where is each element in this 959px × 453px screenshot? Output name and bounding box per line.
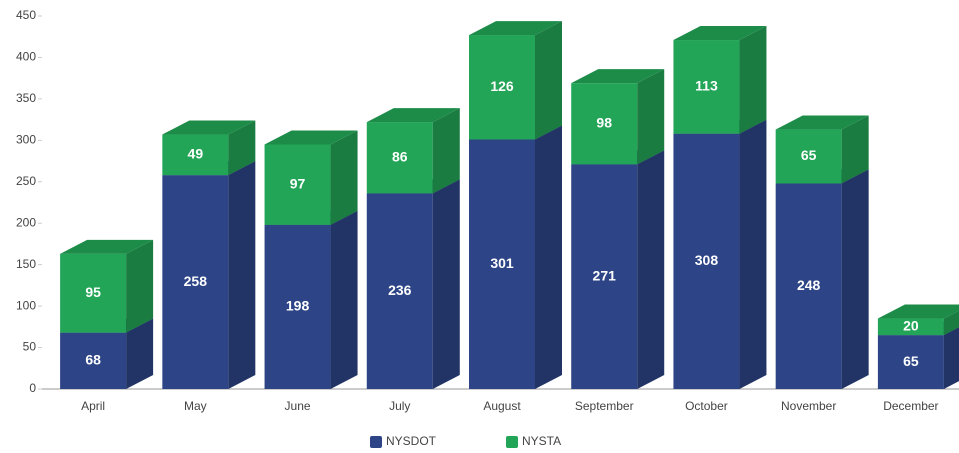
data-label: 308 — [695, 252, 719, 268]
data-label: 126 — [490, 78, 514, 94]
bar — [775, 129, 842, 184]
bar-side — [228, 161, 256, 389]
y-tick-label: 200 — [16, 215, 36, 229]
bar-side — [943, 327, 959, 389]
y-tick-label: 300 — [16, 133, 36, 147]
bar-side — [330, 210, 358, 389]
bar — [162, 134, 229, 176]
x-tick-label: November — [781, 399, 836, 413]
y-tick-label: 250 — [16, 174, 36, 188]
y-tick-label: 100 — [16, 298, 36, 312]
data-label: 258 — [184, 273, 208, 289]
bar-side — [535, 21, 562, 140]
bar — [877, 335, 944, 389]
legend: NYSDOT NYSTA — [370, 434, 561, 448]
legend-swatch — [506, 436, 518, 448]
bar — [469, 35, 535, 140]
data-label: 113 — [695, 78, 718, 94]
bar-top — [877, 304, 959, 319]
bar-top — [775, 115, 869, 130]
legend-label: NYSDOT — [386, 434, 437, 448]
bar-side — [126, 239, 154, 333]
data-label: 97 — [290, 175, 306, 191]
bar-top — [60, 239, 154, 254]
bar-side — [228, 120, 256, 176]
x-tick-label: May — [184, 399, 207, 413]
bar-side — [943, 310, 959, 336]
bar-side — [637, 69, 665, 165]
bar-side — [637, 150, 665, 389]
bar — [775, 183, 842, 389]
bar — [366, 193, 433, 389]
data-label: 65 — [801, 147, 817, 163]
y-tick-label: 350 — [16, 91, 36, 105]
data-label: 198 — [286, 298, 310, 314]
x-tick-label: August — [483, 399, 521, 413]
data-label: 236 — [388, 282, 412, 298]
y-tick-label: 0 — [29, 381, 36, 395]
bar — [366, 122, 433, 194]
bar-top — [469, 21, 562, 36]
bar — [571, 164, 638, 389]
data-label: 86 — [392, 148, 408, 164]
bar-side — [841, 169, 869, 389]
legend-label: NYSTA — [522, 434, 561, 448]
legend-swatch — [370, 436, 382, 448]
y-tick-label: 50 — [23, 340, 37, 354]
data-label: 98 — [596, 114, 612, 130]
bar-side — [535, 125, 562, 389]
x-tick-label: October — [685, 399, 728, 413]
bar-side — [841, 115, 869, 184]
bar — [60, 253, 127, 333]
bar — [673, 133, 740, 389]
x-tick-label: December — [883, 399, 938, 413]
data-label: 20 — [903, 318, 919, 334]
x-tick-label: April — [81, 399, 105, 413]
bar — [264, 144, 331, 225]
bar-top — [673, 26, 767, 41]
data-label: 301 — [490, 255, 514, 271]
data-label: 49 — [188, 146, 204, 162]
bar-side — [126, 318, 154, 389]
y-tick-label: 450 — [16, 8, 36, 22]
bar — [673, 40, 740, 134]
bar — [877, 318, 944, 336]
data-label: 68 — [85, 352, 101, 368]
x-tick-label: September — [575, 399, 634, 413]
data-label: 248 — [797, 277, 821, 293]
bar-top — [264, 130, 358, 145]
bar — [60, 332, 127, 389]
bar-side — [432, 179, 460, 389]
bar — [162, 175, 229, 389]
bar-side — [330, 130, 358, 225]
data-label: 95 — [85, 284, 101, 300]
y-tick-label: 400 — [16, 50, 36, 64]
x-tick-label: June — [285, 399, 311, 413]
bar-side — [739, 119, 767, 390]
y-tick-label: 150 — [16, 257, 36, 271]
bar — [469, 139, 535, 389]
bar-top — [571, 69, 665, 84]
x-tick-label: July — [389, 399, 410, 413]
bar — [571, 83, 638, 165]
bar-top — [366, 108, 460, 123]
bar-side — [739, 26, 767, 134]
data-label: 65 — [903, 353, 919, 369]
bar-side — [432, 108, 460, 194]
bar-top — [162, 120, 256, 135]
bar — [264, 224, 331, 389]
data-label: 271 — [593, 267, 617, 283]
